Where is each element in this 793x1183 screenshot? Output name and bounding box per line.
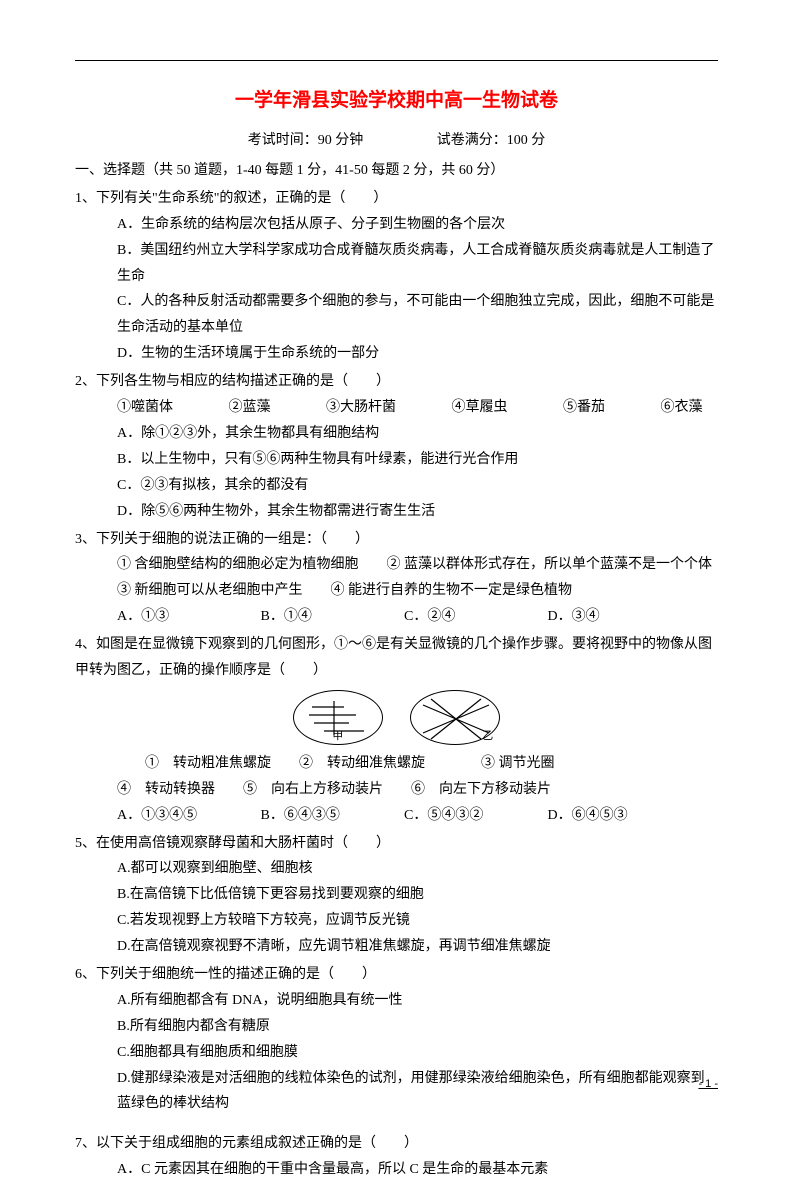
question-3: 3、下列关于细胞的说法正确的一组是：（ ） ① 含细胞壁结构的细胞必定为植物细胞…	[75, 527, 718, 631]
q2-item-5: ⑤番茄	[563, 400, 605, 415]
q3-options: A．①③ B．①④ C．②④ D．③④	[75, 604, 718, 630]
exam-score: 试卷满分：100 分	[437, 128, 546, 154]
q3-option-d: D．③④	[548, 604, 688, 630]
q5-stem: 5、在使用高倍镜观察酵母菌和大肠杆菌时（ ）	[75, 831, 718, 857]
q1-option-a: A．生命系统的结构层次包括从原子、分子到生物圈的各个层次	[75, 212, 718, 238]
top-rule	[75, 60, 718, 61]
question-7: 7、以下关于组成细胞的元素组成叙述正确的是（ ） A．C 元素因其在细胞的干重中…	[75, 1131, 718, 1183]
q2-item-1: ①噬菌体	[117, 400, 173, 415]
q4-steps-2: ④ 转动转换器 ⑤ 向右上方移动装片 ⑥ 向左下方移动装片	[75, 777, 718, 803]
figure-yi-label: 乙	[482, 726, 493, 746]
section-1-header: 一、选择题（共 50 道题，1-40 每题 1 分，41-50 每题 2 分，共…	[75, 158, 718, 184]
q3-stem: 3、下列关于细胞的说法正确的一组是：（ ）	[75, 527, 718, 553]
q1-option-b: B．美国纽约州立大学科学家成功合成脊髓灰质炎病毒，人工合成脊髓灰质炎病毒就是人工…	[75, 238, 718, 290]
q3-option-a: A．①③	[117, 604, 257, 630]
figure-jia-label: 甲	[332, 726, 343, 746]
exam-title: 一学年滑县实验学校期中高一生物试卷	[75, 83, 718, 118]
spacer	[75, 1117, 718, 1129]
q4-option-b: B．⑥④③⑤	[261, 803, 401, 829]
page-number: - 1 -	[698, 1074, 718, 1094]
q2-option-c: C．②③有拟核，其余的都没有	[75, 473, 718, 499]
q2-item-4: ④草履虫	[452, 400, 508, 415]
q2-items: ①噬菌体 ②蓝藻 ③大肠杆菌 ④草履虫 ⑤番茄 ⑥衣藻	[75, 395, 718, 421]
q6-option-c: C.细胞都具有细胞质和细胞膜	[75, 1040, 718, 1066]
q5-option-d: D.在高倍镜观察视野不清晰，应先调节粗准焦螺旋，再调节细准焦螺旋	[75, 934, 718, 960]
q2-stem: 2、下列各生物与相应的结构描述正确的是（ ）	[75, 369, 718, 395]
q1-stem: 1、下列有关"生命系统"的叙述，正确的是（ ）	[75, 186, 718, 212]
q4-option-c: C．⑤④③②	[404, 803, 544, 829]
q5-option-a: A.都可以观察到细胞壁、细胞核	[75, 856, 718, 882]
q4-figure: 甲 乙	[75, 690, 718, 745]
exam-time: 考试时间：90 分钟	[248, 128, 364, 154]
q6-option-a: A.所有细胞都含有 DNA，说明细胞具有统一性	[75, 988, 718, 1014]
exam-meta: 考试时间：90 分钟 试卷满分：100 分	[75, 128, 718, 154]
q2-item-2: ②蓝藻	[229, 400, 271, 415]
question-1: 1、下列有关"生命系统"的叙述，正确的是（ ） A．生命系统的结构层次包括从原子…	[75, 186, 718, 367]
q3-option-b: B．①④	[261, 604, 401, 630]
figure-jia: 甲	[293, 690, 383, 745]
q4-option-a: A．①③④⑤	[117, 803, 257, 829]
q7-option-a: A．C 元素因其在细胞的干重中含量最高，所以 C 是生命的最基本元素	[75, 1157, 718, 1183]
q4-stem: 4、如图是在显微镜下观察到的几何图形，①～⑥是有关显微镜的几个操作步骤。要将视野…	[75, 632, 718, 684]
q2-item-6: ⑥衣藻	[661, 400, 703, 415]
q7-stem: 7、以下关于组成细胞的元素组成叙述正确的是（ ）	[75, 1131, 718, 1157]
q2-item-3: ③大肠杆菌	[326, 400, 396, 415]
question-4: 4、如图是在显微镜下观察到的几何图形，①～⑥是有关显微镜的几个操作步骤。要将视野…	[75, 632, 718, 828]
q5-option-b: B.在高倍镜下比低倍镜下更容易找到要观察的细胞	[75, 882, 718, 908]
question-2: 2、下列各生物与相应的结构描述正确的是（ ） ①噬菌体 ②蓝藻 ③大肠杆菌 ④草…	[75, 369, 718, 524]
q2-option-a: A．除①②③外，其余生物都具有细胞结构	[75, 421, 718, 447]
q2-option-d: D．除⑤⑥两种生物外，其余生物都需进行寄生生活	[75, 499, 718, 525]
q1-option-c: C．人的各种反射活动都需要多个细胞的参与，不可能由一个细胞独立完成，因此，细胞不…	[75, 289, 718, 341]
q1-option-d: D．生物的生活环境属于生命系统的一部分	[75, 341, 718, 367]
q2-option-b: B．以上生物中，只有⑤⑥两种生物具有叶绿素，能进行光合作用	[75, 447, 718, 473]
q4-steps-1: ① 转动粗准焦螺旋 ② 转动细准焦螺旋 ③ 调节光圈	[75, 751, 718, 777]
q6-option-b: B.所有细胞内都含有糖原	[75, 1014, 718, 1040]
question-5: 5、在使用高倍镜观察酵母菌和大肠杆菌时（ ） A.都可以观察到细胞壁、细胞核 B…	[75, 831, 718, 960]
q3-option-c: C．②④	[404, 604, 544, 630]
q3-subitems: ① 含细胞壁结构的细胞必定为植物细胞 ② 蓝藻以群体形式存在，所以单个蓝藻不是一…	[75, 552, 718, 604]
question-6: 6、下列关于细胞统一性的描述正确的是（ ） A.所有细胞都含有 DNA，说明细胞…	[75, 962, 718, 1117]
q6-option-d: D.健那绿染液是对活细胞的线粒体染色的试剂，用健那绿染液给细胞染色，所有细胞都能…	[75, 1066, 718, 1118]
figure-yi: 乙	[410, 690, 500, 745]
q5-option-c: C.若发现视野上方较暗下方较亮，应调节反光镜	[75, 908, 718, 934]
q4-option-d: D．⑥④⑤③	[548, 803, 688, 829]
q4-options: A．①③④⑤ B．⑥④③⑤ C．⑤④③② D．⑥④⑤③	[75, 803, 718, 829]
q6-stem: 6、下列关于细胞统一性的描述正确的是（ ）	[75, 962, 718, 988]
